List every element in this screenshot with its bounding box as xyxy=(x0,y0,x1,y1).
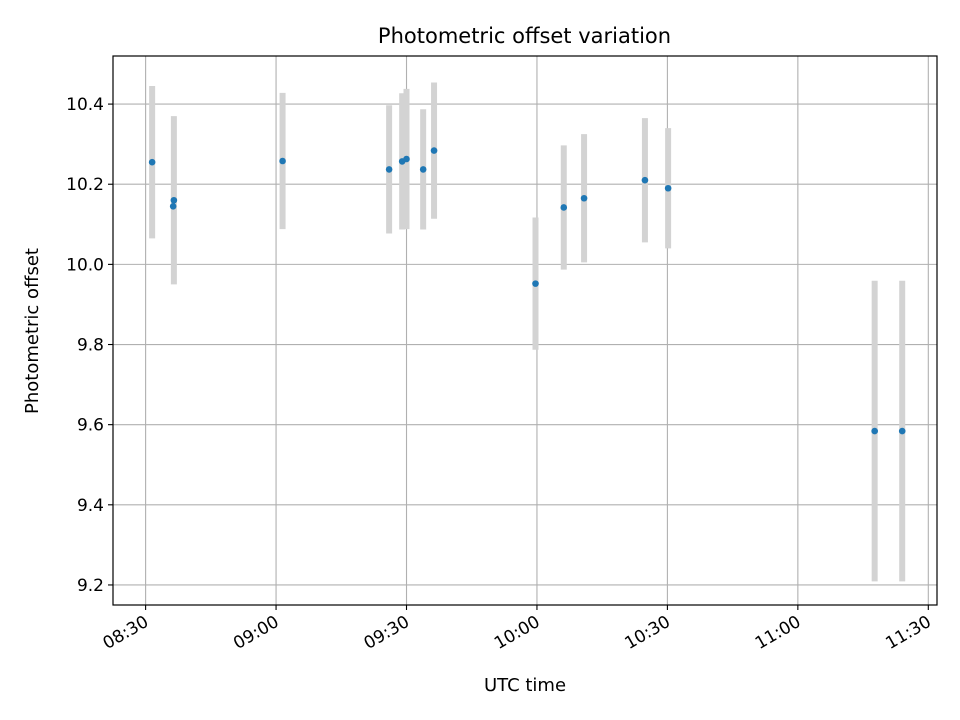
chart-title: Photometric offset variation xyxy=(378,24,671,48)
data-point xyxy=(148,158,156,166)
data-point xyxy=(169,202,177,210)
data-point xyxy=(170,196,178,204)
x-axis-label: UTC time xyxy=(484,675,566,696)
data-point xyxy=(419,166,427,173)
data-point xyxy=(403,155,410,163)
y-tick-label: 10.4 xyxy=(66,95,104,115)
data-point xyxy=(641,176,649,184)
data-point xyxy=(532,280,539,287)
data-points xyxy=(148,147,906,435)
y-axis: 9.2 9.4 9.6 9.8 10.0 10.2 10.4 xyxy=(66,95,113,596)
data-point xyxy=(279,157,286,165)
y-tick-label: 10.0 xyxy=(66,255,104,275)
y-tick-label: 9.8 xyxy=(77,336,104,356)
plot-area-frame xyxy=(112,55,938,606)
data-point xyxy=(871,427,878,435)
data-point xyxy=(385,166,393,173)
y-axis-label: Photometric offset xyxy=(22,248,43,414)
y-tick-label: 10.2 xyxy=(66,175,104,195)
y-tick-label: 9.2 xyxy=(77,576,104,596)
data-point xyxy=(580,194,588,202)
data-point xyxy=(430,147,438,154)
y-tick-label: 9.4 xyxy=(77,496,104,516)
data-point xyxy=(560,204,568,211)
y-tick-label: 9.6 xyxy=(77,416,104,436)
data-point xyxy=(664,184,672,192)
data-point xyxy=(898,427,906,435)
